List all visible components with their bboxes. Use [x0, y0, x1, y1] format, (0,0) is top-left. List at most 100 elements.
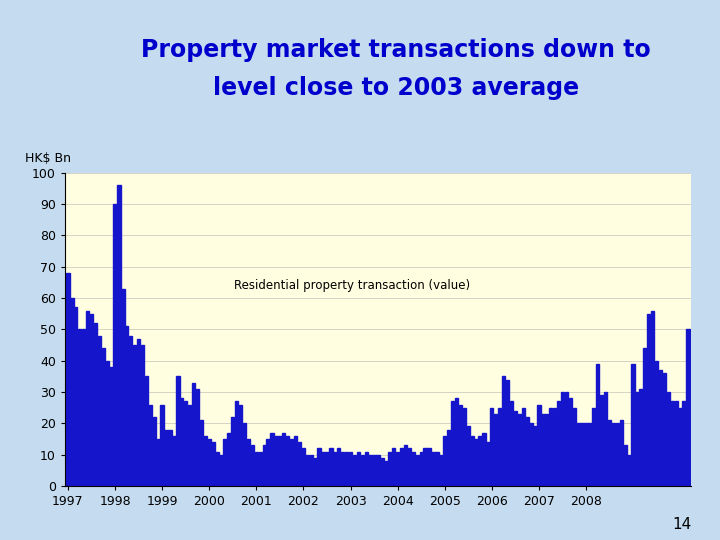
- Bar: [380, 458, 384, 486]
- Bar: [290, 439, 293, 486]
- Bar: [176, 376, 179, 486]
- Bar: [521, 408, 525, 486]
- Bar: [263, 446, 266, 486]
- Text: 14: 14: [672, 517, 691, 532]
- Bar: [663, 373, 666, 486]
- Bar: [447, 430, 450, 486]
- Bar: [220, 455, 222, 486]
- Bar: [184, 401, 187, 486]
- Bar: [228, 433, 230, 486]
- Bar: [94, 323, 97, 486]
- Bar: [141, 345, 144, 486]
- Bar: [541, 414, 544, 486]
- Bar: [404, 446, 407, 486]
- Bar: [553, 408, 557, 486]
- Bar: [247, 439, 250, 486]
- Bar: [125, 326, 128, 486]
- Bar: [313, 458, 317, 486]
- Bar: [506, 380, 509, 486]
- Bar: [369, 455, 372, 486]
- Bar: [388, 451, 392, 486]
- Bar: [537, 404, 541, 486]
- Bar: [631, 364, 635, 486]
- Bar: [145, 376, 148, 486]
- Bar: [258, 451, 262, 486]
- Bar: [612, 423, 615, 486]
- Bar: [356, 451, 360, 486]
- Bar: [518, 414, 521, 486]
- Bar: [498, 408, 501, 486]
- Bar: [486, 442, 490, 486]
- Bar: [196, 389, 199, 486]
- Bar: [251, 446, 254, 486]
- Bar: [400, 448, 403, 486]
- Bar: [635, 392, 639, 486]
- Bar: [608, 420, 611, 486]
- Bar: [333, 451, 336, 486]
- Bar: [667, 392, 670, 486]
- Bar: [274, 436, 278, 486]
- Text: Residential property transaction (value): Residential property transaction (value): [234, 279, 470, 292]
- Bar: [337, 448, 341, 486]
- Bar: [431, 451, 435, 486]
- Bar: [502, 376, 505, 486]
- Bar: [651, 310, 654, 486]
- Text: level close to 2003 average: level close to 2003 average: [213, 76, 579, 100]
- Bar: [415, 455, 419, 486]
- Bar: [377, 455, 379, 486]
- Bar: [298, 442, 301, 486]
- Bar: [396, 451, 400, 486]
- Bar: [235, 401, 238, 486]
- Bar: [561, 392, 564, 486]
- Bar: [545, 414, 549, 486]
- Bar: [74, 307, 78, 486]
- Bar: [474, 439, 478, 486]
- Bar: [490, 408, 493, 486]
- Bar: [482, 433, 485, 486]
- Bar: [510, 401, 513, 486]
- Bar: [180, 399, 184, 486]
- Bar: [361, 455, 364, 486]
- Bar: [302, 448, 305, 486]
- Bar: [471, 436, 474, 486]
- Bar: [455, 399, 458, 486]
- Bar: [564, 392, 568, 486]
- Bar: [341, 451, 344, 486]
- Bar: [624, 446, 627, 486]
- Bar: [255, 451, 258, 486]
- Bar: [239, 404, 243, 486]
- Bar: [329, 448, 333, 486]
- Bar: [628, 455, 631, 486]
- Bar: [588, 423, 592, 486]
- Bar: [70, 298, 73, 486]
- Bar: [580, 423, 584, 486]
- Bar: [161, 404, 164, 486]
- Bar: [102, 348, 105, 486]
- Bar: [172, 436, 176, 486]
- Bar: [349, 451, 352, 486]
- Bar: [463, 408, 466, 486]
- Bar: [384, 461, 387, 486]
- Bar: [153, 417, 156, 486]
- Bar: [686, 329, 690, 486]
- Bar: [129, 336, 132, 486]
- Bar: [494, 414, 498, 486]
- Bar: [585, 423, 588, 486]
- Bar: [671, 401, 674, 486]
- Bar: [286, 436, 289, 486]
- Bar: [459, 404, 462, 486]
- Bar: [577, 423, 580, 486]
- Bar: [529, 423, 533, 486]
- Bar: [149, 404, 152, 486]
- Bar: [451, 401, 454, 486]
- Bar: [478, 436, 482, 486]
- Bar: [557, 401, 560, 486]
- Bar: [207, 439, 211, 486]
- Bar: [439, 455, 443, 486]
- Text: Property market transactions down to: Property market transactions down to: [141, 38, 651, 62]
- Bar: [364, 451, 368, 486]
- Bar: [294, 436, 297, 486]
- Bar: [212, 442, 215, 486]
- Bar: [121, 289, 125, 486]
- Bar: [643, 348, 647, 486]
